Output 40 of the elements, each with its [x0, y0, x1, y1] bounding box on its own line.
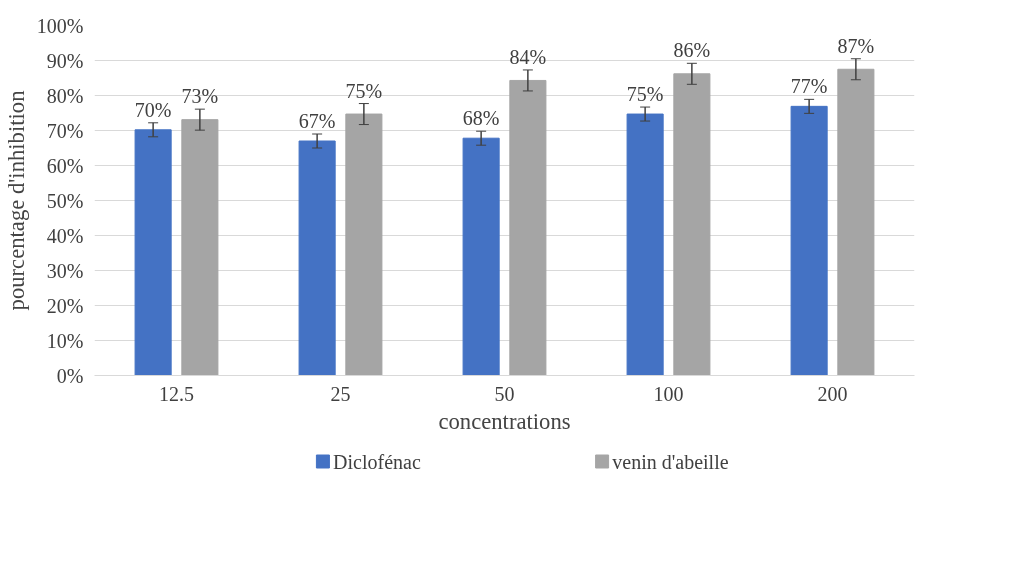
bar [181, 119, 219, 376]
x-tick-label: 12.5 [159, 382, 194, 405]
x-tick-label: 25 [330, 382, 351, 405]
y-tick-label: 0% [56, 364, 84, 387]
bar [673, 73, 711, 376]
data-label: 70% [134, 98, 172, 121]
bar [462, 137, 500, 376]
x-axis-title: concentrations [438, 408, 571, 434]
y-tick-label: 80% [46, 84, 84, 107]
data-label: 68% [462, 107, 500, 130]
y-tick-label: 30% [46, 259, 84, 282]
y-tick-label: 90% [46, 49, 84, 72]
data-label: 75% [345, 79, 383, 102]
y-tick-label: 20% [46, 294, 84, 317]
x-tick-label: 50 [494, 382, 515, 405]
y-tick-label: 60% [46, 154, 84, 177]
bar [790, 105, 828, 376]
y-tick-label: 50% [46, 189, 84, 212]
y-tick-label: 100% [36, 14, 84, 37]
legend-label: venin d'abeille [612, 450, 729, 473]
y-tick-label: 10% [46, 329, 84, 352]
data-label: 86% [673, 39, 711, 62]
y-tick-label: 40% [46, 224, 84, 247]
legend-label: Diclofénac [333, 450, 421, 473]
x-tick-label: 200 [817, 382, 848, 405]
bar [298, 140, 336, 376]
data-label: 77% [790, 75, 828, 98]
data-label: 67% [298, 110, 336, 132]
bar [626, 113, 664, 376]
y-axis-title: pourcentage d'inhibition [3, 90, 29, 311]
y-tick-label: 70% [46, 119, 84, 142]
data-label: 75% [626, 83, 664, 106]
x-tick-label: 100 [653, 382, 684, 405]
data-label: 73% [181, 85, 219, 108]
bar [509, 79, 547, 376]
bar [837, 68, 875, 376]
bar [345, 113, 383, 376]
data-label: 87% [837, 34, 875, 57]
data-label: 84% [509, 45, 547, 68]
bar [134, 129, 172, 376]
